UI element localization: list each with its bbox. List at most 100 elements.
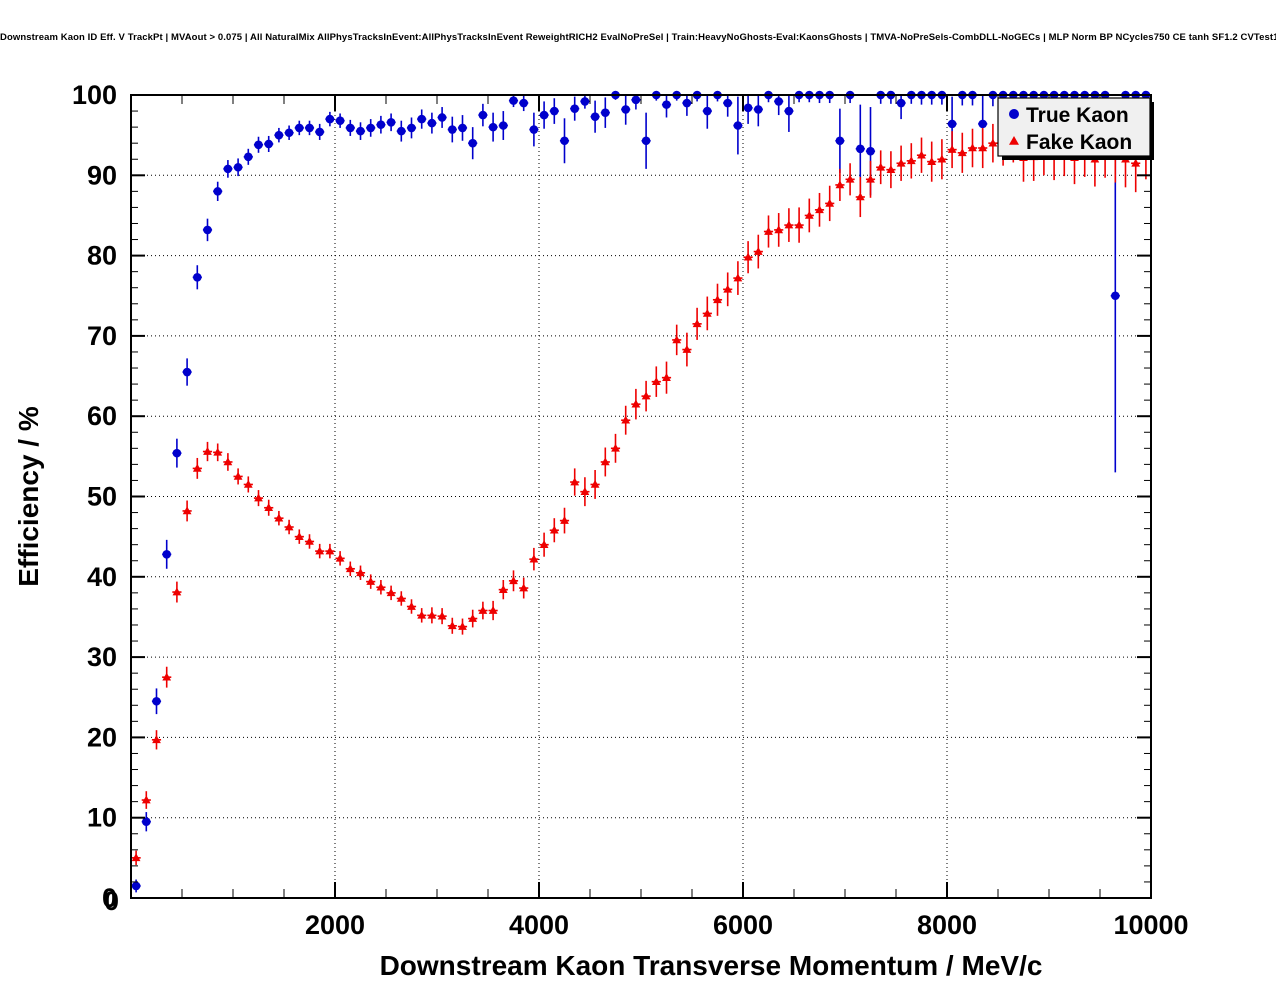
data-point — [315, 123, 325, 140]
legend-box[interactable] — [997, 97, 1151, 157]
marker-triangle — [488, 605, 498, 614]
marker-triangle — [855, 192, 865, 201]
legend-marker-circle — [1009, 109, 1019, 119]
data-point — [223, 160, 233, 178]
data-point — [539, 532, 549, 557]
data-point — [723, 95, 733, 117]
data-point — [437, 608, 447, 625]
data-point — [417, 109, 427, 129]
y-tick-label: 90 — [87, 160, 117, 190]
legend-label[interactable]: Fake Kaon — [1026, 131, 1132, 154]
data-point — [672, 324, 682, 356]
y-tick-label: 0 — [102, 883, 117, 913]
data-point — [580, 477, 590, 507]
marker-circle — [723, 98, 732, 108]
marker-triangle — [835, 180, 845, 189]
marker-circle — [529, 125, 539, 134]
marker-circle — [682, 98, 692, 108]
marker-triangle — [723, 284, 733, 293]
marker-triangle — [264, 503, 274, 512]
series-true-kaon — [131, 90, 1151, 893]
legend[interactable]: True Kaon Fake Kaon — [997, 97, 1154, 160]
data-point — [600, 447, 610, 477]
marker-circle — [346, 123, 355, 133]
marker-triangle — [192, 463, 202, 472]
data-point — [570, 468, 580, 496]
data-point — [774, 95, 784, 116]
marker-triangle — [141, 795, 151, 804]
data-point — [682, 95, 692, 116]
marker-circle — [417, 114, 427, 124]
data-point — [447, 116, 457, 143]
axes-layer — [130, 94, 1152, 899]
marker-triangle — [447, 621, 457, 630]
data-point — [141, 791, 151, 809]
data-point — [213, 443, 223, 462]
marker-triangle — [743, 252, 753, 261]
data-point — [335, 113, 345, 128]
marker-circle — [743, 103, 753, 113]
data-point — [988, 123, 998, 163]
data-point — [437, 107, 447, 128]
marker-triangle — [794, 220, 804, 229]
marker-triangle — [937, 154, 947, 163]
data-point — [192, 265, 202, 290]
data-point — [304, 534, 315, 549]
marker-circle — [325, 114, 335, 124]
marker-triangle — [345, 564, 355, 573]
data-point — [488, 112, 498, 142]
marker-circle — [856, 144, 865, 154]
y-axis-title: Efficiency / % — [13, 406, 44, 587]
marker-circle — [631, 95, 641, 105]
data-point — [825, 90, 835, 104]
marker-circle — [550, 106, 559, 116]
marker-circle — [662, 100, 671, 109]
marker-circle — [703, 106, 712, 116]
data-point — [233, 158, 243, 177]
data-point — [580, 95, 590, 109]
data-point — [172, 438, 182, 468]
legend-label[interactable]: True Kaon — [1026, 104, 1129, 127]
data-point — [814, 90, 825, 104]
y-tick-label: 20 — [87, 722, 117, 752]
marker-circle — [295, 123, 304, 133]
marker-triangle — [713, 295, 722, 304]
marker-circle — [458, 123, 467, 133]
marker-circle — [754, 105, 763, 114]
data-point — [784, 208, 794, 242]
data-point — [763, 90, 774, 103]
data-point — [692, 90, 702, 102]
data-point — [202, 441, 213, 462]
data-point — [457, 115, 468, 141]
data-point — [304, 120, 315, 136]
marker-triangle — [672, 335, 682, 344]
data-point — [692, 307, 702, 340]
x-tick-label: 10000 — [1113, 910, 1188, 940]
y-tick-label: 50 — [87, 482, 117, 512]
marker-triangle — [611, 443, 620, 452]
marker-circle — [233, 162, 243, 172]
marker-circle — [223, 164, 233, 174]
marker-triangle — [315, 546, 325, 555]
data-point — [886, 151, 896, 189]
data-point — [988, 90, 998, 107]
marker-triangle — [590, 479, 600, 488]
marker-circle — [621, 105, 630, 114]
data-point — [396, 591, 406, 606]
data-point — [906, 143, 916, 179]
marker-triangle — [600, 457, 610, 466]
marker-triangle — [294, 532, 304, 540]
marker-circle — [244, 152, 253, 162]
marker-triangle — [641, 391, 651, 400]
data-point — [498, 111, 508, 140]
data-point — [753, 234, 763, 269]
data-point — [366, 574, 376, 589]
marker-circle — [519, 98, 528, 108]
marker-circle — [397, 126, 406, 136]
data-point — [325, 111, 335, 127]
data-point — [264, 135, 274, 153]
data-point — [835, 108, 845, 173]
marker-triangle — [529, 554, 539, 563]
marker-triangle — [519, 583, 529, 592]
data-point — [315, 543, 325, 559]
